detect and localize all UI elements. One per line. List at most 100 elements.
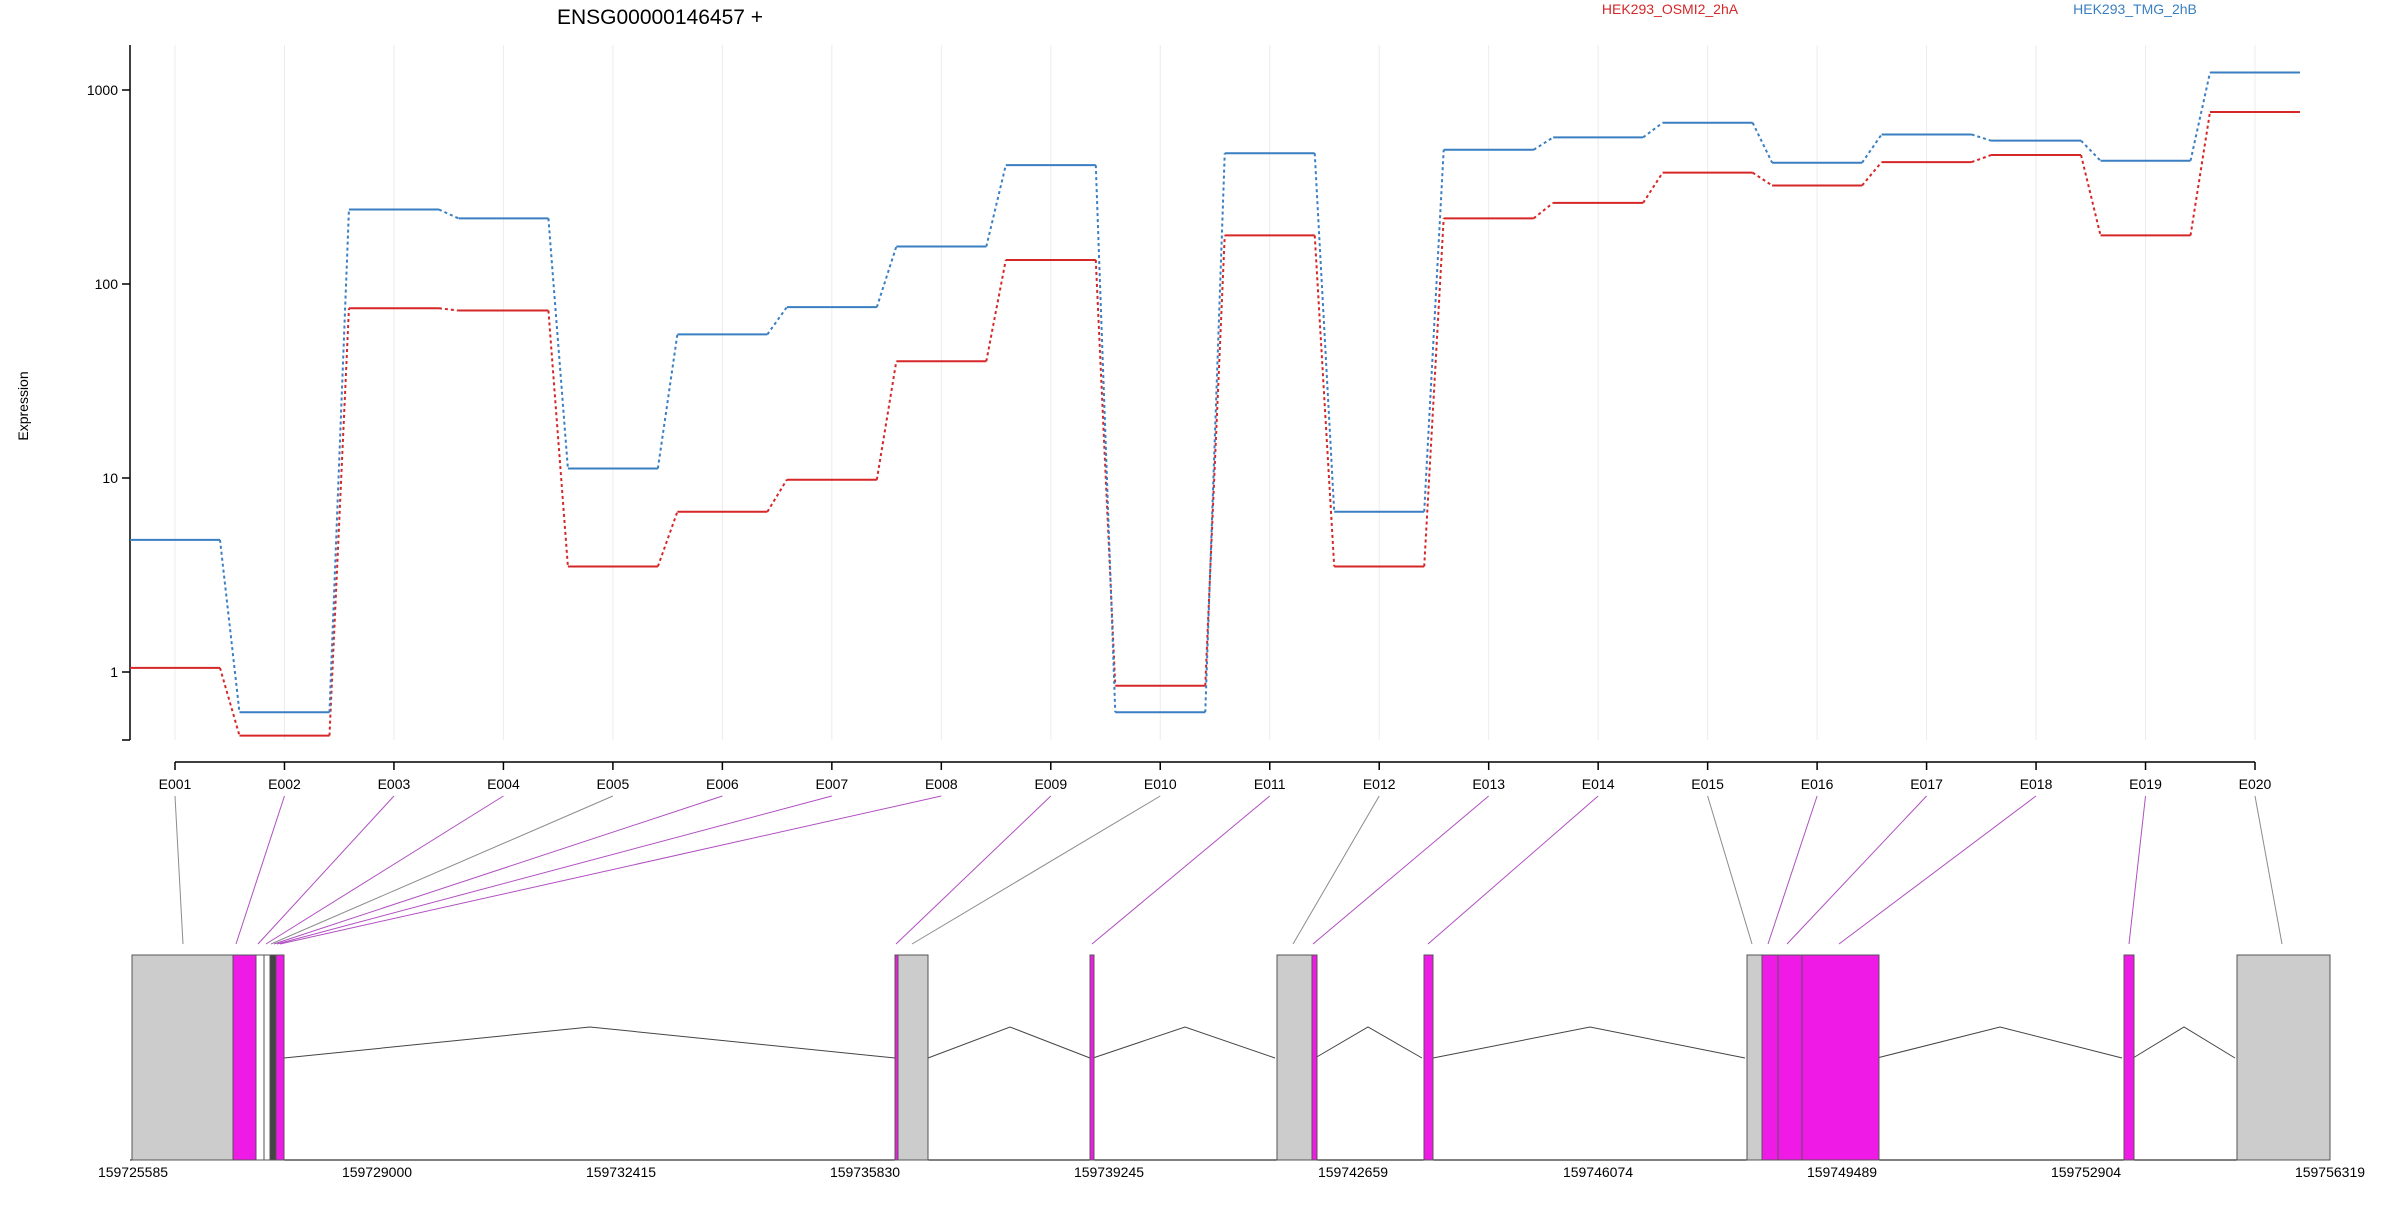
coord-tick-label: 159739245 bbox=[1074, 1164, 1144, 1180]
bin-connector bbox=[2254, 795, 2283, 945]
exon-box bbox=[2123, 954, 2135, 1161]
bin-connector bbox=[270, 795, 614, 945]
bin-connector bbox=[174, 795, 184, 945]
coord-tick-label: 159749489 bbox=[1807, 1164, 1877, 1180]
bin-connector bbox=[273, 795, 723, 945]
y-tick-label: 10 bbox=[102, 470, 118, 486]
x-tick-label: E011 bbox=[1254, 776, 1286, 792]
x-tick-label: E008 bbox=[925, 776, 958, 792]
bin-connector bbox=[911, 795, 1161, 945]
coord-tick-label: 159732415 bbox=[586, 1164, 656, 1180]
exon-box bbox=[1423, 954, 1434, 1161]
exon-box bbox=[269, 954, 277, 1161]
y-axis-label: Expression bbox=[15, 371, 31, 440]
exon-box bbox=[1761, 954, 1779, 1161]
x-tick-label: E005 bbox=[597, 776, 630, 792]
series-connector bbox=[875, 246, 898, 308]
coord-tick-label: 159742659 bbox=[1318, 1164, 1388, 1180]
exon-box bbox=[1311, 954, 1318, 1161]
series-connector bbox=[1642, 172, 1664, 204]
x-tick-label: E001 bbox=[159, 776, 192, 792]
x-tick-label: E006 bbox=[706, 776, 739, 792]
intron-line bbox=[283, 1026, 896, 1059]
bin-connector bbox=[895, 795, 1052, 945]
exon-box bbox=[1089, 954, 1095, 1161]
bin-connector bbox=[279, 795, 942, 945]
series-connector bbox=[1861, 161, 1883, 187]
x-tick-label: E016 bbox=[1801, 776, 1834, 792]
series-connector bbox=[1094, 259, 1117, 686]
coord-tick-label: 159756319 bbox=[2295, 1164, 2365, 1180]
series-connector bbox=[656, 334, 679, 469]
x-tick-label: E007 bbox=[815, 776, 848, 792]
bin-connector bbox=[1707, 795, 1753, 945]
bin-connector bbox=[265, 795, 504, 945]
x-tick-label: E014 bbox=[1582, 776, 1615, 792]
y-tick-label: 100 bbox=[95, 276, 119, 292]
exon-box bbox=[255, 954, 265, 1161]
series-connector bbox=[1752, 171, 1773, 187]
x-tick-label: E003 bbox=[378, 776, 411, 792]
exon-box bbox=[897, 954, 929, 1161]
series-connector bbox=[985, 259, 1007, 362]
series-connector bbox=[985, 164, 1007, 247]
series-connector bbox=[766, 479, 788, 513]
y-tick-label: 1000 bbox=[87, 82, 118, 98]
exon-box bbox=[1276, 954, 1313, 1161]
series-connector bbox=[766, 306, 788, 335]
series-connector bbox=[219, 539, 241, 713]
series-connector bbox=[2080, 154, 2102, 236]
x-tick-label: E004 bbox=[487, 776, 520, 792]
exon-box bbox=[263, 954, 271, 1161]
exon-box bbox=[2236, 954, 2331, 1161]
series-connector bbox=[1533, 202, 1554, 220]
series-connector bbox=[328, 308, 350, 736]
series-connector bbox=[1861, 133, 1883, 164]
x-tick-label: E020 bbox=[2239, 776, 2272, 792]
legend-entry: HEK293_TMG_2hB bbox=[2073, 1, 2197, 17]
series-connector bbox=[1313, 153, 1336, 512]
exon-box bbox=[131, 954, 234, 1161]
series-connector bbox=[2080, 139, 2102, 162]
series-connector bbox=[328, 209, 350, 713]
series-connector bbox=[1423, 149, 1445, 512]
x-tick-label: E009 bbox=[1034, 776, 1067, 792]
coord-tick-label: 159752904 bbox=[2051, 1164, 2121, 1180]
coord-tick-label: 159735830 bbox=[830, 1164, 900, 1180]
series-connector bbox=[875, 361, 898, 480]
series-hek293_tmg_2hb bbox=[130, 71, 2300, 714]
bin-connector bbox=[1786, 795, 1927, 945]
bin-connector bbox=[2128, 795, 2147, 945]
legend-entry: HEK293_OSMI2_2hA bbox=[1602, 1, 1739, 17]
x-tick-label: E012 bbox=[1363, 776, 1396, 792]
bin-connector bbox=[1091, 795, 1271, 945]
x-tick-label: E017 bbox=[1910, 776, 1943, 792]
series-connector bbox=[1971, 154, 1992, 164]
chart-title: ENSG00000146457 + bbox=[557, 6, 763, 29]
exon-box bbox=[275, 954, 285, 1161]
exon-box bbox=[1801, 954, 1880, 1161]
exon-box bbox=[1746, 954, 1763, 1161]
series-connector bbox=[1204, 235, 1226, 686]
coord-tick-label: 159746074 bbox=[1563, 1164, 1633, 1180]
bin-connector bbox=[1312, 795, 1490, 945]
x-tick-label: E002 bbox=[268, 776, 301, 792]
x-tick-label: E019 bbox=[2129, 776, 2162, 792]
bin-connector bbox=[276, 795, 832, 945]
series-connector bbox=[1423, 218, 1445, 567]
bin-connector bbox=[257, 795, 395, 945]
series-connector bbox=[1533, 136, 1554, 151]
series-connector bbox=[2189, 111, 2211, 236]
x-tick-label: E018 bbox=[2020, 776, 2053, 792]
series-connector bbox=[1094, 165, 1117, 713]
intron-line bbox=[1314, 1026, 1423, 1059]
series-connector bbox=[2189, 72, 2211, 161]
series-connector bbox=[438, 307, 459, 312]
bin-connector bbox=[1767, 795, 1818, 945]
series-connector bbox=[1971, 133, 1992, 142]
series-hek293_osmi2_2ha bbox=[130, 111, 2300, 737]
x-tick-label: E013 bbox=[1472, 776, 1505, 792]
series-connector bbox=[656, 511, 679, 567]
